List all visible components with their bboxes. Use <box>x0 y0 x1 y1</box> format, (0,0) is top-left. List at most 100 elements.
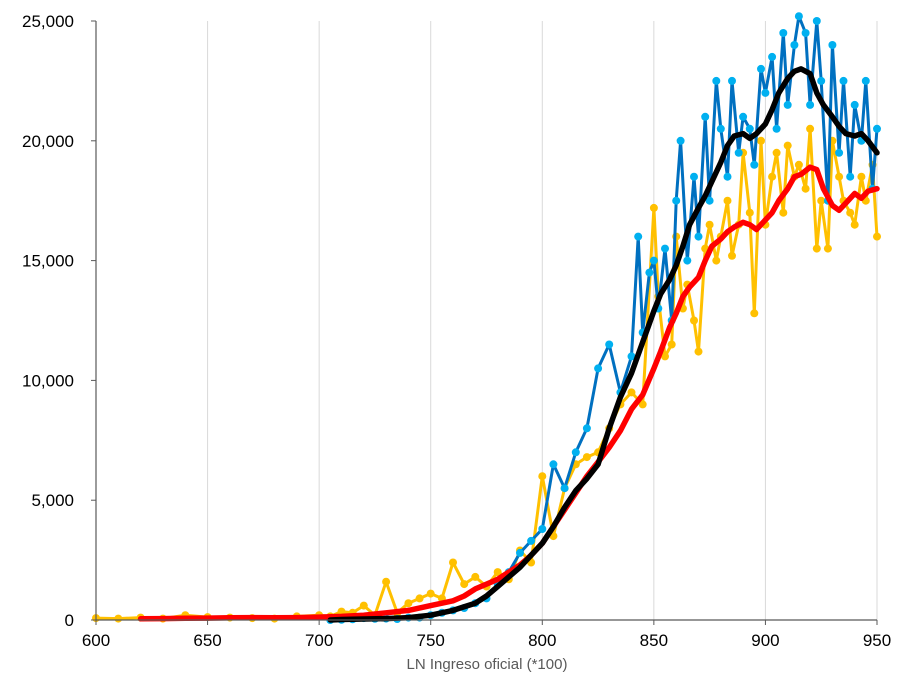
data-point <box>745 124 754 133</box>
data-point <box>705 220 714 229</box>
data-point <box>493 568 502 577</box>
x-tick-label: 750 <box>417 631 445 650</box>
data-point <box>812 17 821 25</box>
series-line <box>327 66 880 623</box>
data-point <box>723 196 732 205</box>
data-point <box>661 244 669 253</box>
data-point <box>839 76 848 85</box>
data-point <box>739 112 748 121</box>
series-2 <box>326 12 881 624</box>
data-point <box>835 172 844 181</box>
data-point <box>812 244 821 253</box>
data-point <box>404 599 413 608</box>
data-point <box>801 29 810 37</box>
x-tick-label: 800 <box>528 631 556 650</box>
y-tick-label: 20,000 <box>22 132 74 151</box>
data-point <box>728 251 736 260</box>
x-axis-title: LN Ingreso oficial (*100) <box>407 656 568 673</box>
data-point <box>757 64 765 73</box>
data-point <box>790 41 799 49</box>
data-point <box>745 208 754 217</box>
data-point <box>672 196 681 205</box>
data-point <box>761 88 770 97</box>
data-point <box>712 76 721 85</box>
data-point <box>828 41 837 49</box>
data-point <box>449 558 457 567</box>
data-point <box>582 453 591 462</box>
data-point <box>649 203 658 212</box>
data-point <box>783 141 792 150</box>
data-point <box>823 244 832 253</box>
data-point <box>605 340 614 349</box>
data-point <box>627 388 636 397</box>
data-point <box>873 232 881 241</box>
data-point <box>382 577 391 586</box>
data-point <box>426 589 435 598</box>
data-point <box>806 124 815 133</box>
data-point <box>750 309 759 318</box>
data-point <box>850 220 859 229</box>
data-point <box>857 172 866 181</box>
axes <box>91 20 878 625</box>
data-point <box>538 472 547 481</box>
data-point <box>582 424 591 433</box>
series-line <box>330 14 879 622</box>
data-point <box>850 100 859 109</box>
data-point <box>794 12 803 21</box>
series-3 <box>137 164 880 622</box>
data-point <box>667 340 676 349</box>
data-point <box>873 124 881 133</box>
data-point <box>734 148 743 157</box>
data-point <box>516 548 524 557</box>
data-point <box>527 536 536 545</box>
y-tick-label: 25,000 <box>22 12 74 31</box>
data-point <box>817 196 826 205</box>
data-point <box>661 352 669 361</box>
tick-labels: 0 5,000 10,000 15,000 20,000 25,000 600 650 700 7… <box>22 12 891 650</box>
data-point <box>846 172 855 181</box>
data-point <box>594 364 603 373</box>
x-tick-label: 950 <box>863 631 891 650</box>
data-point <box>772 124 781 133</box>
data-point <box>794 160 803 169</box>
data-point <box>694 232 703 241</box>
data-point <box>634 232 643 241</box>
data-point <box>783 100 792 109</box>
data-point <box>114 614 123 623</box>
data-point <box>757 136 765 145</box>
data-point <box>861 76 870 85</box>
x-tick-label: 650 <box>193 631 221 650</box>
data-point <box>768 172 777 181</box>
data-point <box>716 124 725 133</box>
data-point <box>846 208 855 217</box>
series-1 <box>92 124 881 623</box>
data-point <box>779 29 788 37</box>
data-point <box>649 256 658 265</box>
data-point <box>645 268 654 277</box>
data-point <box>705 196 714 205</box>
data-point <box>712 256 721 265</box>
series-line <box>137 164 880 622</box>
data-point <box>549 460 558 469</box>
data-point <box>806 100 815 109</box>
data-point <box>359 601 368 610</box>
data-point <box>723 172 732 181</box>
x-tick-label: 600 <box>82 631 110 650</box>
data-point <box>690 316 698 325</box>
data-point <box>768 52 777 61</box>
data-point <box>701 112 710 121</box>
y-tick-label: 0 <box>65 611 74 630</box>
y-tick-label: 15,000 <box>22 252 74 271</box>
data-point <box>835 148 844 157</box>
data-point <box>460 580 469 589</box>
data-point <box>560 484 569 493</box>
data-point <box>571 448 580 457</box>
x-tick-label: 700 <box>305 631 333 650</box>
data-point <box>638 400 647 409</box>
series-4 <box>327 66 880 623</box>
data-point <box>801 184 810 193</box>
data-point <box>627 352 636 361</box>
data-point <box>817 76 826 85</box>
